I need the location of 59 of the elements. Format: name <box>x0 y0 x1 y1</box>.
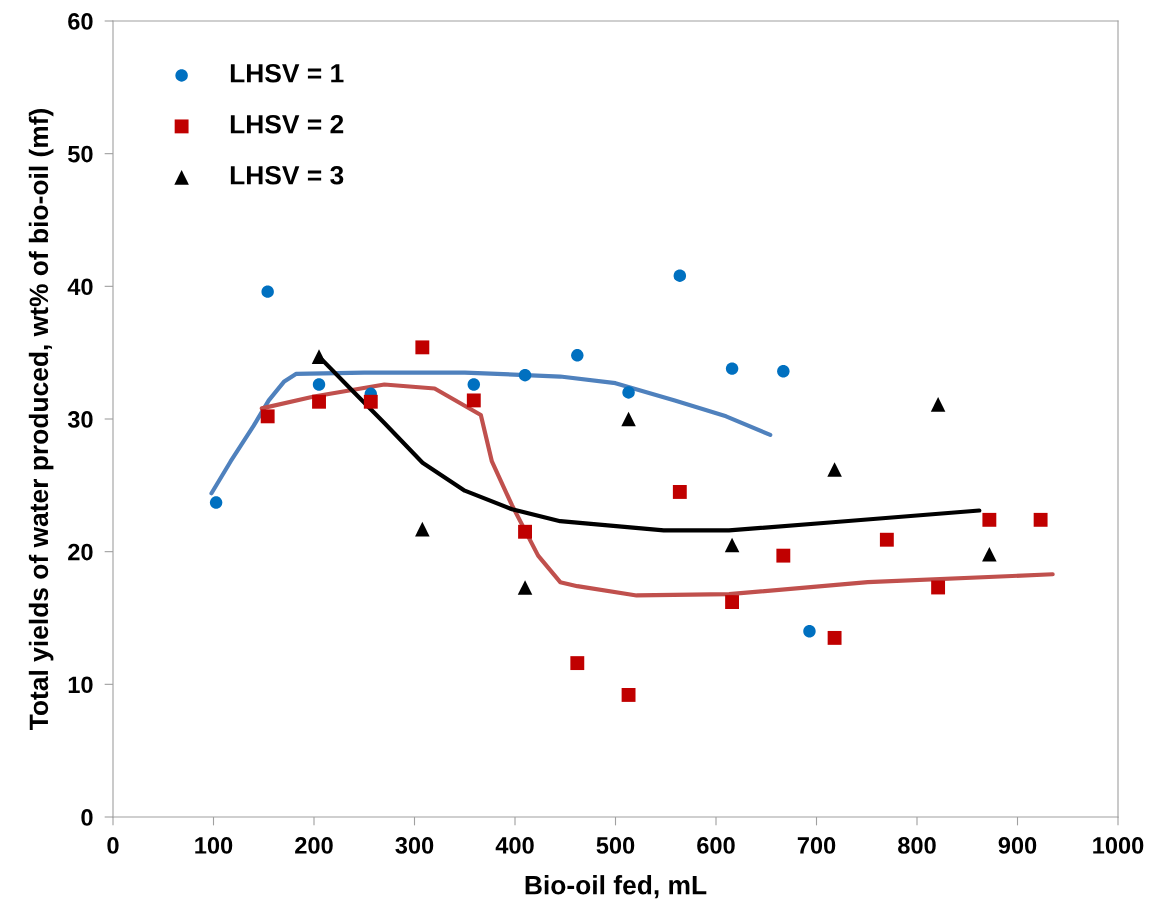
x-axis-title: Bio-oil fed, mL <box>525 875 707 899</box>
x-tick-label: 100 <box>195 837 233 854</box>
point <box>672 485 687 499</box>
point <box>312 378 326 391</box>
y-tick-label: 20 <box>68 543 93 561</box>
x-tick-label: 1000 <box>1093 837 1144 854</box>
point <box>776 548 791 563</box>
point <box>622 386 635 399</box>
y-tick-label: 60 <box>68 13 93 30</box>
point <box>982 547 997 562</box>
point <box>518 369 532 382</box>
point <box>725 595 740 610</box>
y-tick-label: 10 <box>68 676 93 694</box>
point <box>724 537 740 553</box>
y-tick-label: 0 <box>81 809 93 826</box>
x-tick-label: 0 <box>107 837 119 854</box>
point <box>1033 512 1048 527</box>
point <box>879 532 894 547</box>
point <box>209 496 223 509</box>
point <box>466 393 481 408</box>
point <box>930 397 946 412</box>
point <box>260 409 275 424</box>
point <box>518 524 532 539</box>
y-axis-title: Total yields of water produced, wt% of bio-oil (mf) <box>28 108 54 730</box>
point <box>312 394 326 409</box>
y-tick-label: 40 <box>67 278 93 296</box>
x-tick-label: 800 <box>898 837 936 854</box>
x-tick-label: 500 <box>596 837 635 854</box>
legend-label: LHSV = 1 <box>230 63 344 83</box>
point <box>261 285 274 298</box>
x-tick-label: 700 <box>797 837 836 854</box>
point <box>827 462 842 477</box>
point <box>982 512 997 527</box>
point <box>467 378 481 391</box>
point <box>725 362 739 375</box>
x-tick-label: 200 <box>295 837 333 854</box>
x-tick-label: 300 <box>395 837 434 854</box>
point <box>673 269 687 282</box>
point <box>570 656 585 671</box>
x-tick-label: 600 <box>697 837 735 854</box>
point <box>931 580 946 595</box>
point <box>415 340 430 355</box>
legend-label: LHSV = 2 <box>230 114 344 134</box>
point <box>363 394 378 409</box>
y-tick-label: 30 <box>67 411 93 428</box>
point <box>803 625 816 638</box>
point <box>621 688 636 702</box>
point <box>827 630 842 645</box>
point <box>621 411 636 427</box>
point <box>311 349 327 364</box>
legend-label: LHSV = 3 <box>230 165 344 185</box>
x-tick-label: 400 <box>495 837 534 854</box>
point <box>777 365 790 378</box>
point <box>415 521 430 537</box>
x-tick-label: 900 <box>998 837 1037 854</box>
point <box>571 349 584 362</box>
y-tick-label: 50 <box>68 145 93 163</box>
line-series <box>209 370 773 496</box>
point <box>517 580 533 595</box>
